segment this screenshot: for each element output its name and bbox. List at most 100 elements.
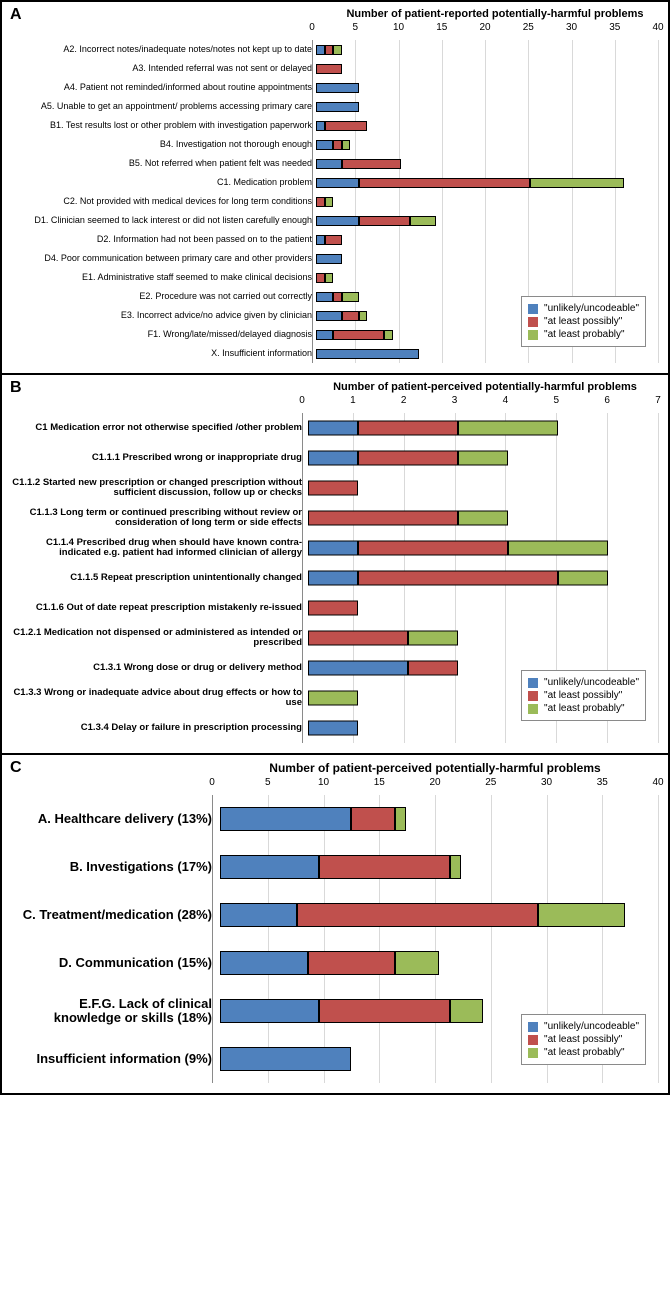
bar-segment [408,631,458,646]
chart-row: C1 Medication error not otherwise specif… [12,413,658,443]
legend-swatch [528,678,538,688]
axis-tick-label: 30 [541,777,552,788]
bar-segment [408,661,458,676]
chart-row: B. Investigations (17%) [12,843,658,891]
bar-segment [316,121,325,131]
bar-segment [458,421,558,436]
chart-row: B1. Test results lost or other problem w… [12,116,658,135]
bar-segment [308,421,358,436]
legend: "unlikely/uncodeable""at least possibly"… [521,1014,646,1065]
bar-segment [319,855,450,879]
legend-label: "at least possibly" [544,1034,622,1045]
bar-segment [220,855,319,879]
row-label: Insufficient information (9%) [12,1052,220,1066]
legend: "unlikely/uncodeable""at least possibly"… [521,670,646,721]
panel-c-title: Number of patient-perceived potentially-… [212,761,658,775]
figure-container: A Number of patient-reported potentially… [0,0,670,1095]
bar-segment [325,45,334,55]
chart-row: C1.1.5 Repeat prescription unintentional… [12,563,658,593]
axis-tick-label: 20 [479,22,490,33]
chart-row: C. Treatment/medication (28%) [12,891,658,939]
bar-segment [308,601,358,616]
row-label: D2. Information had not been passed on t… [12,235,316,244]
bar-segment [316,197,325,207]
bar-segment [325,273,334,283]
axis-tick-label: 35 [609,22,620,33]
row-label: D4. Poor communication between primary c… [12,254,316,263]
chart-row: C1.1.2 Started new prescription or chang… [12,473,658,503]
chart-row: C1.1.1 Prescribed wrong or inappropriate… [12,443,658,473]
axis-tick-label: 25 [523,22,534,33]
bar-segment [316,159,342,169]
row-label: C1.3.4 Delay or failure in prescription … [12,723,308,733]
bar-segment [316,83,359,93]
row-label: C1.3.1 Wrong dose or drug or delivery me… [12,663,308,673]
axis-tick-label: 5 [554,395,560,406]
chart-row: D4. Poor communication between primary c… [12,249,658,268]
chart-row: C1.1.3 Long term or continued prescribin… [12,503,658,533]
bar-segment [316,45,325,55]
bar-segment [325,197,334,207]
bar-segment [308,541,358,556]
panel-b-title: Number of patient-perceived potentially-… [312,381,658,393]
bar-segment [316,254,342,264]
row-label: A5. Unable to get an appointment/ proble… [12,102,316,111]
row-label: A4. Patient not reminded/informed about … [12,83,316,92]
row-label: C1.1.4 Prescribed drug when should have … [12,538,308,558]
row-label: D1. Clinician seemed to lack interest or… [12,216,316,225]
bar-segment [508,541,608,556]
bar-segment [319,999,450,1023]
axis-tick-label: 0 [309,22,315,33]
legend-swatch [528,1035,538,1045]
chart-row: A5. Unable to get an appointment/ proble… [12,97,658,116]
panel-a-plot: 0510152025303540A2. Incorrect notes/inad… [12,22,658,363]
bar-segment [395,807,406,831]
axis-tick-label: 10 [393,22,404,33]
panel-c-label: C [10,759,22,777]
bar-segment [316,330,333,340]
bar-segment [316,102,359,112]
bar-segment [333,140,342,150]
legend-label: "unlikely/uncodeable" [544,303,639,314]
bar-segment [316,292,333,302]
bar-segment [342,311,359,321]
bar-segment [308,451,358,466]
bar-segment [308,571,358,586]
axis-tick-label: 2 [401,395,407,406]
chart-row: E1. Administrative staff seemed to make … [12,268,658,287]
axis-tick-label: 10 [318,777,329,788]
row-label: C1 Medication error not otherwise specif… [12,423,308,433]
row-label: E3. Incorrect advice/no advice given by … [12,311,316,320]
legend-swatch [528,1048,538,1058]
row-label: E2. Procedure was not carried out correc… [12,292,316,301]
axis-tick-label: 0 [209,777,215,788]
bar-segment [359,178,530,188]
bar-segment [333,330,384,340]
chart-row: A4. Patient not reminded/informed about … [12,78,658,97]
bar-segment [308,631,408,646]
row-label: B4. Investigation not thorough enough [12,140,316,149]
row-label: C1.1.1 Prescribed wrong or inappropriate… [12,453,308,463]
row-label: C1.1.3 Long term or continued prescribin… [12,508,308,528]
chart-row: C1.1.4 Prescribed drug when should have … [12,533,658,563]
legend-swatch [528,317,538,327]
row-label: C2. Not provided with medical devices fo… [12,197,316,206]
bar-segment [316,178,359,188]
bar-segment [538,903,626,927]
row-label: C1.1.6 Out of date repeat prescription m… [12,603,308,613]
bar-segment [410,216,436,226]
bar-segment [358,541,508,556]
row-label: C1.1.2 Started new prescription or chang… [12,478,308,498]
bar-segment [308,661,408,676]
bar-segment [358,571,558,586]
row-label: A. Healthcare delivery (13%) [12,812,220,826]
row-label: C1.1.5 Repeat prescription unintentional… [12,573,308,583]
row-label: A3. Intended referral was not sent or de… [12,64,316,73]
bar-segment [316,235,325,245]
axis-tick-label: 3 [452,395,458,406]
bar-segment [308,511,458,526]
axis-tick-label: 5 [352,22,358,33]
bar-segment [316,273,325,283]
chart-row: C1.1.6 Out of date repeat prescription m… [12,593,658,623]
legend-label: "at least probably" [544,1047,624,1058]
